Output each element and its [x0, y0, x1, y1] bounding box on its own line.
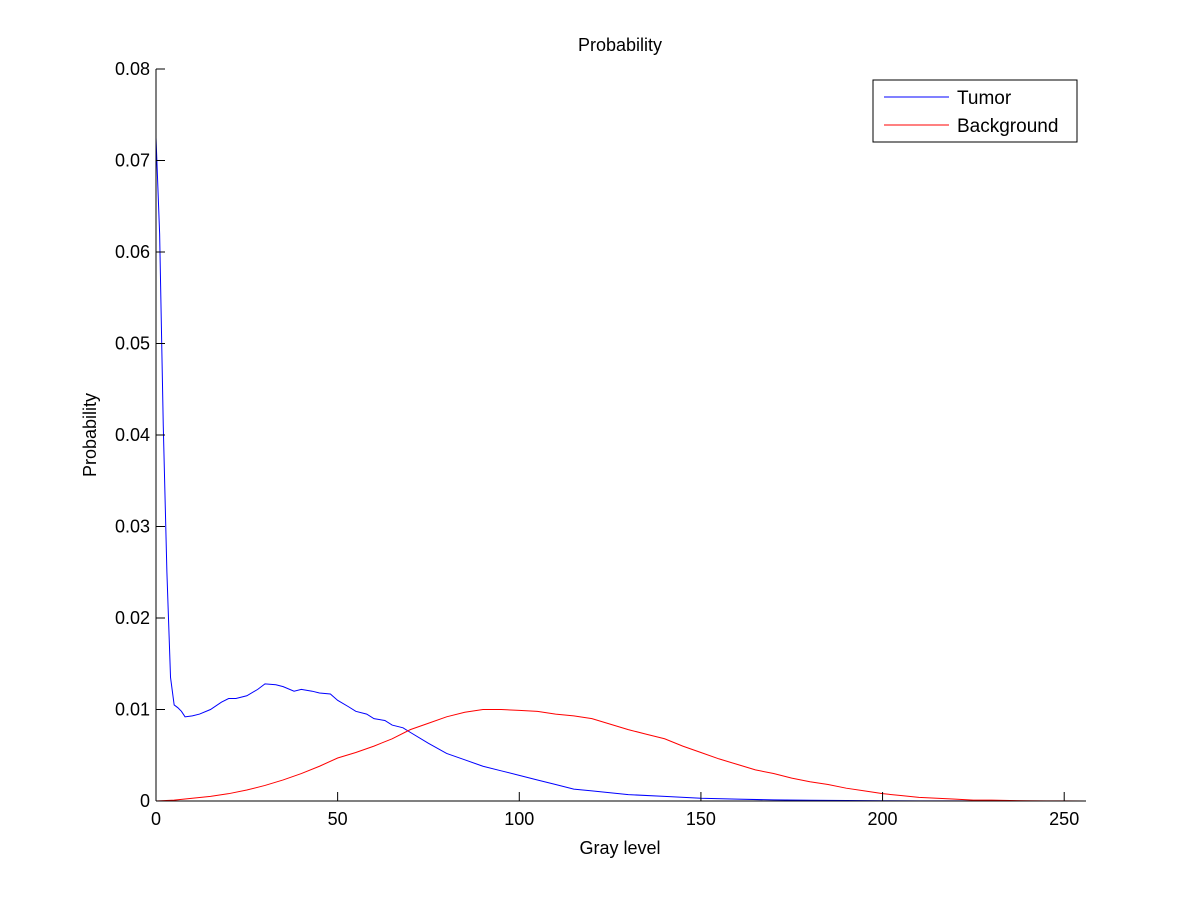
x-ticks: 0 50 100 150 200 250 — [151, 792, 1079, 829]
x-axis-title: Gray level — [579, 838, 660, 858]
y-tick-label: 0.01 — [115, 700, 150, 720]
x-tick-label: 100 — [504, 809, 534, 829]
y-tick-label: 0.08 — [115, 59, 150, 79]
y-tick-label: 0.06 — [115, 242, 150, 262]
x-tick-label: 0 — [151, 809, 161, 829]
series-line-tumor — [155, 137, 1086, 802]
series-layer — [155, 137, 1087, 802]
legend-label-background: Background — [957, 116, 1058, 137]
legend: Tumor Background — [872, 79, 1078, 143]
series-line-background — [155, 709, 1087, 802]
y-tick-label: 0.03 — [115, 517, 150, 537]
y-tick-label: 0.05 — [115, 334, 150, 354]
legend-box — [872, 79, 1078, 143]
legend-label-tumor: Tumor — [957, 88, 1012, 109]
chart-title: Probability — [578, 35, 662, 55]
x-tick-label: 200 — [868, 809, 898, 829]
x-tick-label: 250 — [1049, 809, 1079, 829]
y-tick-label: 0.07 — [115, 151, 150, 171]
y-tick-label: 0.02 — [115, 608, 150, 628]
y-tick-label: 0.04 — [115, 425, 150, 445]
y-ticks: 0 0.01 0.02 0.03 0.04 0.05 0.06 0.07 0.08 — [115, 59, 165, 811]
x-tick-label: 150 — [686, 809, 716, 829]
plot-area — [156, 69, 1086, 801]
y-tick-label: 0 — [140, 791, 150, 811]
x-tick-label: 50 — [328, 809, 348, 829]
y-axis-title: Probability — [80, 393, 100, 477]
